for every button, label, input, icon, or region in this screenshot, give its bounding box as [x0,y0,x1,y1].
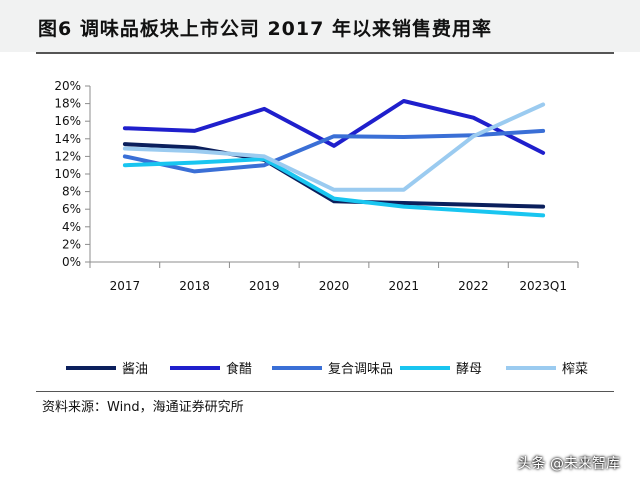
title-divider [36,52,614,54]
x-tick-label: 2018 [179,279,210,293]
watermark: 头条 @未来智库 [517,456,620,472]
x-tick-label: 2020 [319,279,350,293]
legend-label: 榨菜 [562,362,589,377]
x-tick-label: 2021 [388,279,419,293]
y-tick-label: 20% [54,79,81,93]
legend-label: 食醋 [226,362,253,377]
y-tick-label: 18% [54,97,81,111]
y-tick-label: 4% [62,220,81,234]
y-tick-label: 12% [54,149,81,163]
chart-legend: 酱油 食醋 复合调味品 酵母 榨菜 [40,348,600,388]
y-tick-label: 14% [54,132,81,146]
x-tick-label: 2022 [458,279,489,293]
y-tick-label: 10% [54,167,81,181]
series-line-4 [122,102,546,192]
y-tick-label: 8% [62,185,81,199]
line-chart: 0% 2% 4% 6% 8% 10% 12% 14% 16% 18% 20% 2017 2018 2019… [54,79,579,293]
figure-title: 图6 调味品板块上市公司 2017 年以来销售费用率 [38,18,492,40]
source-divider [36,391,614,392]
legend-label: 复合调味品 [328,362,394,377]
legend-swatch [506,366,556,370]
y-tick-label: 0% [62,255,81,269]
y-tick-label: 16% [54,114,81,128]
x-tick-label: 2019 [249,279,280,293]
legend-label: 酵母 [456,362,483,377]
legend-swatch [170,366,220,370]
legend-swatch [400,366,450,370]
legend-swatch [272,366,322,370]
series-line-3 [122,157,546,218]
y-tick-label: 6% [62,202,81,216]
x-tick-label: 2023Q1 [519,279,567,293]
header-band: 图6 调味品板块上市公司 2017 年以来销售费用率 [0,0,640,52]
legend-swatch [66,366,116,370]
source-note: 资料来源：Wind，海通证券研究所 [42,400,244,415]
y-tick-label: 2% [62,237,81,251]
series-line-0 [122,142,546,209]
legend-label: 酱油 [122,362,149,377]
x-tick-label: 2017 [110,279,141,293]
series-line-1 [122,99,546,155]
